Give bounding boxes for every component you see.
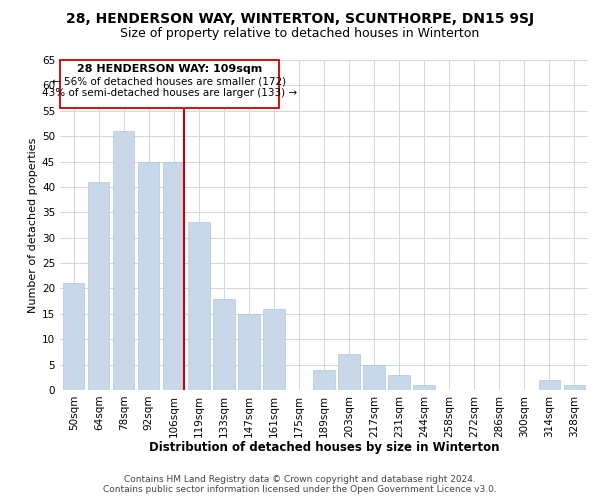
- Text: 28, HENDERSON WAY, WINTERTON, SCUNTHORPE, DN15 9SJ: 28, HENDERSON WAY, WINTERTON, SCUNTHORPE…: [66, 12, 534, 26]
- Bar: [188, 222, 209, 390]
- Bar: [238, 314, 260, 390]
- Bar: [388, 375, 410, 390]
- Bar: [413, 385, 435, 390]
- Bar: [63, 284, 85, 390]
- Bar: [338, 354, 359, 390]
- X-axis label: Distribution of detached houses by size in Winterton: Distribution of detached houses by size …: [149, 441, 499, 454]
- Text: Size of property relative to detached houses in Winterton: Size of property relative to detached ho…: [121, 28, 479, 40]
- Bar: [138, 162, 160, 390]
- Bar: [263, 309, 284, 390]
- Bar: [313, 370, 335, 390]
- Bar: [539, 380, 560, 390]
- FancyBboxPatch shape: [60, 60, 279, 108]
- Bar: [163, 162, 184, 390]
- Bar: [364, 364, 385, 390]
- Bar: [213, 298, 235, 390]
- Text: Contains HM Land Registry data © Crown copyright and database right 2024.: Contains HM Land Registry data © Crown c…: [124, 476, 476, 484]
- Bar: [113, 131, 134, 390]
- Y-axis label: Number of detached properties: Number of detached properties: [28, 138, 38, 312]
- Text: 28 HENDERSON WAY: 109sqm: 28 HENDERSON WAY: 109sqm: [77, 64, 262, 74]
- Text: 43% of semi-detached houses are larger (133) →: 43% of semi-detached houses are larger (…: [42, 88, 297, 98]
- Text: Contains public sector information licensed under the Open Government Licence v3: Contains public sector information licen…: [103, 484, 497, 494]
- Bar: [88, 182, 109, 390]
- Bar: [563, 385, 585, 390]
- Text: ← 56% of detached houses are smaller (172): ← 56% of detached houses are smaller (17…: [52, 76, 287, 86]
